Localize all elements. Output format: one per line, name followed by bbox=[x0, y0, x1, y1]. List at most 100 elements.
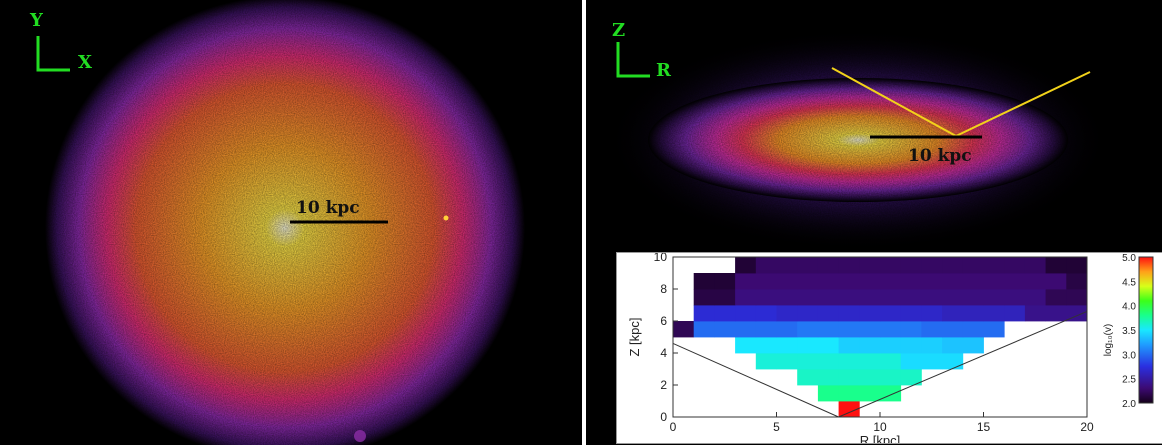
heatmap-cell bbox=[942, 273, 964, 290]
axes-corner-icon bbox=[36, 36, 70, 72]
heatmap-cell bbox=[755, 257, 777, 274]
heatmap-cell bbox=[921, 289, 943, 306]
heatmap-cell bbox=[797, 353, 819, 370]
heatmap-cell bbox=[1004, 273, 1026, 290]
heatmap-cell bbox=[859, 369, 881, 386]
heatmap-cell bbox=[942, 257, 964, 274]
heatmap-cell bbox=[900, 289, 922, 306]
heatmap-cell bbox=[797, 257, 819, 274]
velocity-heatmap-inset: 0 5 10 15 20 0 2 4 6 8 10 R [kpc] Z [kpc] 2.0 2.5 3… bbox=[616, 252, 1162, 444]
heatmap-cell bbox=[817, 337, 839, 354]
heatmap-cell bbox=[1004, 289, 1026, 306]
heatmap-cell bbox=[797, 305, 819, 322]
heatmap-cell bbox=[693, 273, 715, 290]
y-tick-label: 0 bbox=[660, 410, 667, 424]
heatmap-cell bbox=[838, 321, 860, 338]
heatmap-cell bbox=[1045, 289, 1067, 306]
heatmap-cell bbox=[900, 305, 922, 322]
heatmap-cell bbox=[921, 353, 943, 370]
heatmap-cell bbox=[962, 321, 984, 338]
heatmap-cell bbox=[755, 353, 777, 370]
heatmap-cell bbox=[880, 385, 902, 402]
heatmap-cell bbox=[983, 305, 1005, 322]
heatmap-cell bbox=[1024, 273, 1046, 290]
heatmap-cell bbox=[755, 305, 777, 322]
heatmap-cell bbox=[921, 321, 943, 338]
heatmap-cell bbox=[983, 257, 1005, 274]
heatmap-cell bbox=[962, 273, 984, 290]
heatmap-cell bbox=[962, 305, 984, 322]
heatmap-cell bbox=[817, 385, 839, 402]
scale-bar-label: 10 kpc bbox=[908, 146, 972, 166]
heatmap-cell bbox=[1024, 289, 1046, 306]
heatmap-cell bbox=[817, 257, 839, 274]
heatmap-cell bbox=[1066, 305, 1088, 322]
heatmap-cell bbox=[859, 385, 881, 402]
heatmap-cell bbox=[921, 273, 943, 290]
heatmap-cell bbox=[755, 289, 777, 306]
x-axis-title: R [kpc] bbox=[860, 433, 900, 443]
y-tick-label: 8 bbox=[660, 282, 667, 296]
heatmap-cell bbox=[859, 273, 881, 290]
heatmap-cell bbox=[735, 321, 757, 338]
heatmap-chart: 0 5 10 15 20 0 2 4 6 8 10 R [kpc] Z [kpc] 2.0 2.5 3… bbox=[627, 253, 1154, 443]
heatmap-cell bbox=[817, 321, 839, 338]
heatmap-cell bbox=[900, 273, 922, 290]
heatmap-cell bbox=[859, 257, 881, 274]
heatmap-cell bbox=[921, 305, 943, 322]
heatmap-cell bbox=[673, 321, 695, 338]
heatmap-cell bbox=[714, 305, 736, 322]
heatmap-cell bbox=[962, 337, 984, 354]
heatmap-cell bbox=[797, 337, 819, 354]
heatmap-cell bbox=[755, 273, 777, 290]
colorbar-ticks: 2.0 2.5 3.0 3.5 4.0 4.5 5.0 bbox=[1122, 253, 1136, 410]
colorbar-tick-label: 2.0 bbox=[1122, 399, 1136, 410]
heatmap-cell bbox=[755, 321, 777, 338]
heatmap-cell bbox=[900, 369, 922, 386]
heatmap-cell bbox=[776, 321, 798, 338]
x-tick-label: 5 bbox=[773, 420, 780, 434]
x-axis-ticks: 0 5 10 15 20 bbox=[670, 412, 1094, 434]
colorbar-tick-label: 4.0 bbox=[1122, 302, 1136, 313]
heatmap-cell bbox=[838, 257, 860, 274]
y-tick-label: 4 bbox=[660, 346, 667, 360]
face-on-galaxy-panel: Y X 10 kpc bbox=[0, 0, 582, 445]
heatmap-cell bbox=[693, 305, 715, 322]
heatmap-cell bbox=[797, 289, 819, 306]
heatmap-cell bbox=[817, 273, 839, 290]
heatmap-cell bbox=[859, 305, 881, 322]
axis-z-label: Z bbox=[612, 20, 626, 41]
heatmap-cell bbox=[983, 321, 1005, 338]
face-on-galaxy-image bbox=[36, 0, 525, 445]
colorbar-tick-label: 3.0 bbox=[1122, 350, 1136, 361]
heatmap-cell bbox=[817, 369, 839, 386]
x-tick-label: 10 bbox=[873, 420, 887, 434]
heatmap-cell bbox=[817, 289, 839, 306]
heatmap-cell bbox=[1004, 257, 1026, 274]
heatmap-cell bbox=[838, 353, 860, 370]
heatmap-cell bbox=[714, 273, 736, 290]
heatmap-cell bbox=[838, 305, 860, 322]
heatmap-cell bbox=[776, 353, 798, 370]
heatmap-cell bbox=[735, 305, 757, 322]
heatmap-cell bbox=[859, 337, 881, 354]
heatmap-cell bbox=[983, 289, 1005, 306]
heatmap-cell bbox=[838, 337, 860, 354]
axis-r-label: R bbox=[656, 60, 671, 81]
heatmap-cell bbox=[735, 289, 757, 306]
colorbar-tick-label: 5.0 bbox=[1122, 253, 1136, 264]
axis-y-label: Y bbox=[30, 10, 43, 31]
heatmap-cell bbox=[900, 257, 922, 274]
heatmap-cell bbox=[1066, 273, 1088, 290]
heatmap-cell bbox=[942, 289, 964, 306]
heatmap-cell bbox=[776, 257, 798, 274]
y-axis-ticks: 0 2 4 6 8 10 bbox=[654, 253, 678, 424]
boundary-lines bbox=[672, 310, 1088, 418]
heatmap-cell bbox=[776, 305, 798, 322]
boundary-line bbox=[672, 342, 839, 418]
colorbar-tick-label: 2.5 bbox=[1122, 375, 1136, 386]
scale-bar-label: 10 kpc bbox=[296, 198, 360, 218]
heatmap-cell bbox=[859, 353, 881, 370]
heatmap-cell bbox=[838, 369, 860, 386]
y-tick-label: 2 bbox=[660, 378, 667, 392]
